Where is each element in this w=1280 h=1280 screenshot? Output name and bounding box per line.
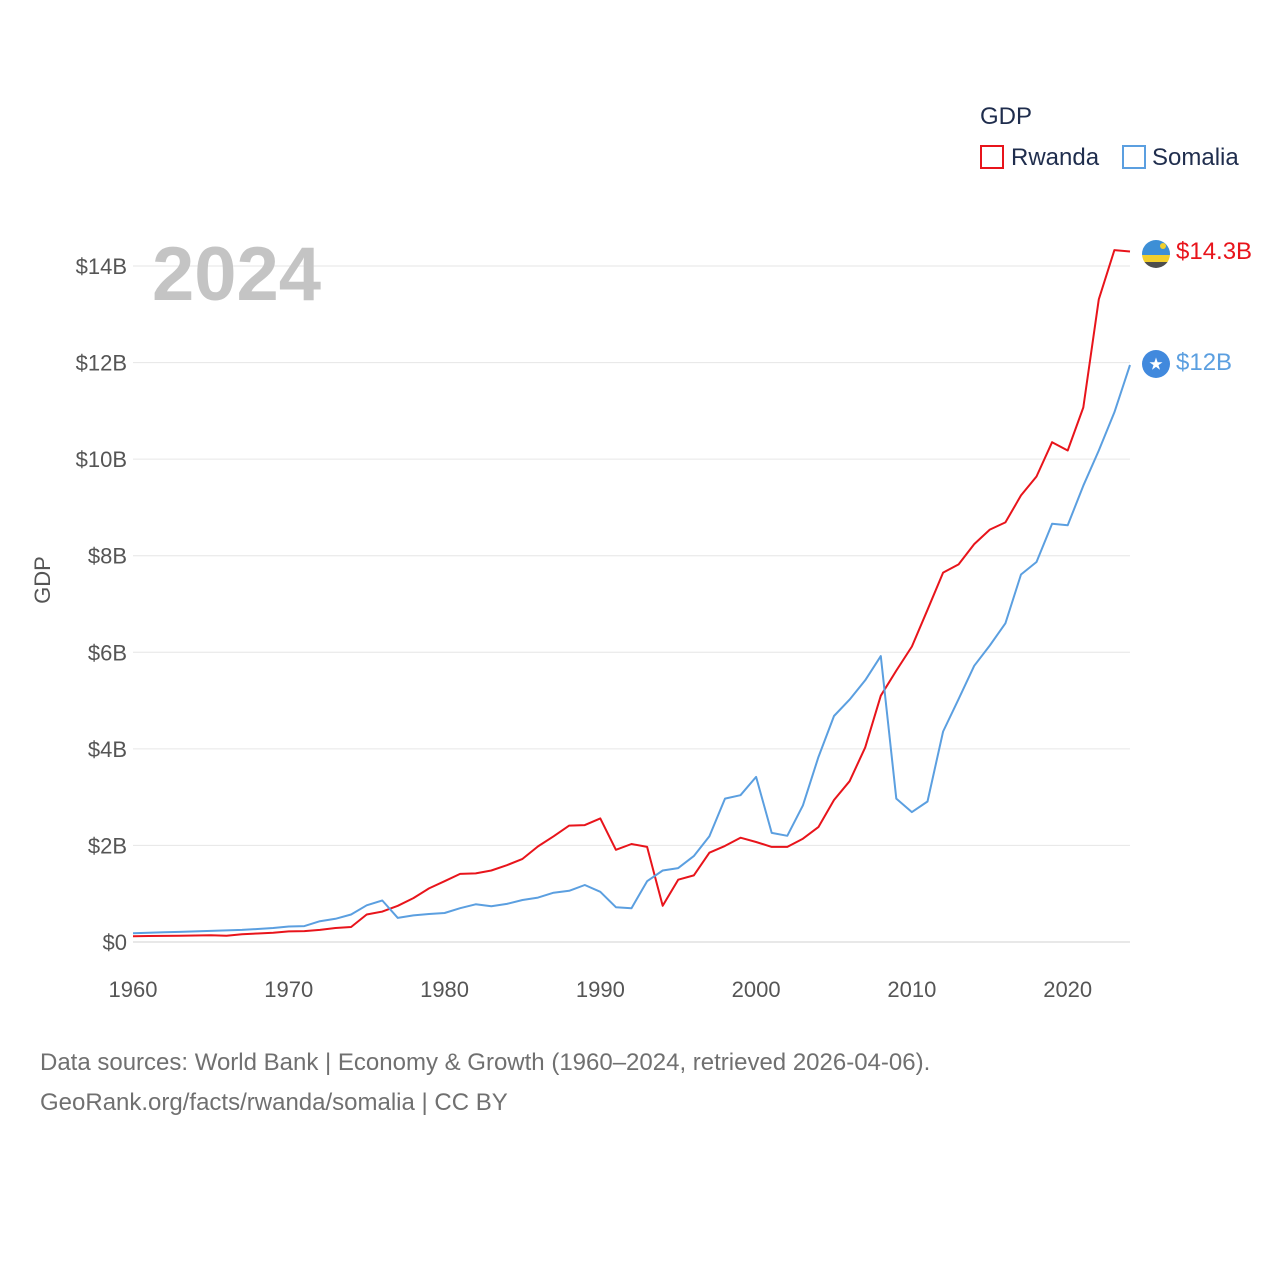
legend-swatch-rwanda xyxy=(980,145,1004,169)
y-tick-label: $10B xyxy=(76,447,127,472)
footer-sources: Data sources: World Bank | Economy & Gro… xyxy=(40,1043,930,1123)
somalia-flag-icon xyxy=(1142,350,1170,378)
x-tick-label: 1990 xyxy=(576,977,625,1002)
x-tick-label: 1970 xyxy=(264,977,313,1002)
y-tick-label: $14B xyxy=(76,254,127,279)
legend-item-rwanda[interactable]: Rwanda xyxy=(980,144,1100,171)
end-label-rwanda: $14.3B xyxy=(1176,238,1252,265)
footer-line-sources: Data sources: World Bank | Economy & Gro… xyxy=(40,1049,931,1076)
y-tick-label: $4B xyxy=(88,737,127,762)
x-tick-label: 2020 xyxy=(1043,977,1092,1002)
y-axis-title: GDP xyxy=(30,556,55,604)
end-label-somalia: $12B xyxy=(1176,349,1232,376)
legend-label-somalia: Somalia xyxy=(1152,144,1239,171)
legend-swatch-somalia xyxy=(1122,145,1146,169)
legend-label-rwanda: Rwanda xyxy=(1011,144,1100,171)
year-watermark: 2024 xyxy=(152,232,321,317)
grid-lines xyxy=(133,265,1130,943)
series-line-rwanda[interactable] xyxy=(132,249,1131,938)
rwanda-flag-icon xyxy=(1142,240,1170,268)
legend-title: GDP xyxy=(980,103,1032,130)
y-tick-label: $8B xyxy=(88,544,127,569)
y-tick-label: $0 xyxy=(103,930,127,955)
legend-item-somalia[interactable]: Somalia xyxy=(1122,144,1239,171)
legend: GDP Rwanda Somalia xyxy=(980,103,1239,171)
y-tick-label: $6B xyxy=(88,640,127,665)
y-tick-label: $2B xyxy=(88,833,127,858)
x-axis-tick-labels: 1960 1970 1980 1990 2000 2010 2020 xyxy=(109,977,1093,1002)
x-tick-label: 2010 xyxy=(887,977,936,1002)
x-tick-label: 2000 xyxy=(732,977,781,1002)
series-lines xyxy=(132,249,1131,938)
y-axis-tick-labels: $0 $2B $4B $6B $8B $10B $12B $14B xyxy=(76,254,127,955)
x-tick-label: 1980 xyxy=(420,977,469,1002)
x-tick-label: 1960 xyxy=(109,977,158,1002)
y-tick-label: $12B xyxy=(76,351,127,376)
series-line-somalia[interactable] xyxy=(132,364,1131,935)
footer-line-attribution: GeoRank.org/facts/rwanda/somalia | CC BY xyxy=(40,1089,508,1116)
